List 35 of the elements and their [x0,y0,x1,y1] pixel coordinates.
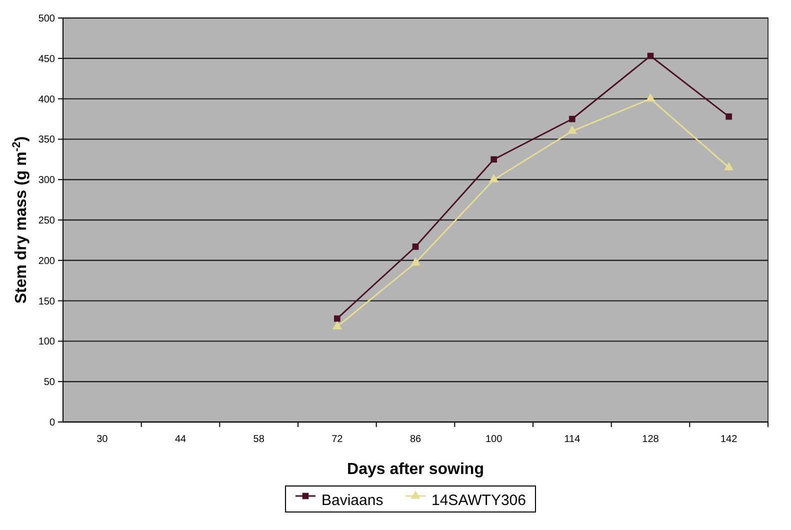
point [724,162,734,170]
y-tick-label: 400 [38,94,56,106]
point [490,156,497,163]
point [569,116,576,122]
y-tick-label: 200 [38,256,56,267]
x-tick-label: 72 [332,434,344,445]
legend-label: 14SAWTY306 [432,492,526,509]
x-tick-label: 86 [410,434,422,445]
y-tick-label: 250 [38,216,56,226]
point [567,126,577,134]
y-tick-label: 50 [44,377,56,388]
x-tick-label: 100 [485,434,503,445]
point [646,93,656,102]
y-tick-label: 300 [38,175,56,186]
legend-label: Baviaans [322,492,384,509]
point [332,321,342,330]
y-tick-label: 500 [38,14,56,24]
x-tick-label: 114 [564,434,581,445]
point [647,52,654,60]
y-tick-label: 350 [38,134,56,146]
point [726,113,732,120]
point [489,174,499,182]
y-tick-label: 100 [38,336,56,348]
point [334,315,340,322]
x-tick-label: 142 [720,434,738,445]
point [410,257,420,266]
y-tick-label: 450 [38,54,56,65]
x-tick-label: 128 [642,434,660,445]
x-tick-label: 58 [253,434,265,445]
point [412,244,419,250]
y-tick-label: 150 [38,296,56,308]
x-tick-label: 30 [96,434,108,445]
y-tick-label: 0 [49,418,56,428]
x-tick-label: 44 [174,434,186,445]
x-axis-title: Days after sowing [347,461,484,478]
